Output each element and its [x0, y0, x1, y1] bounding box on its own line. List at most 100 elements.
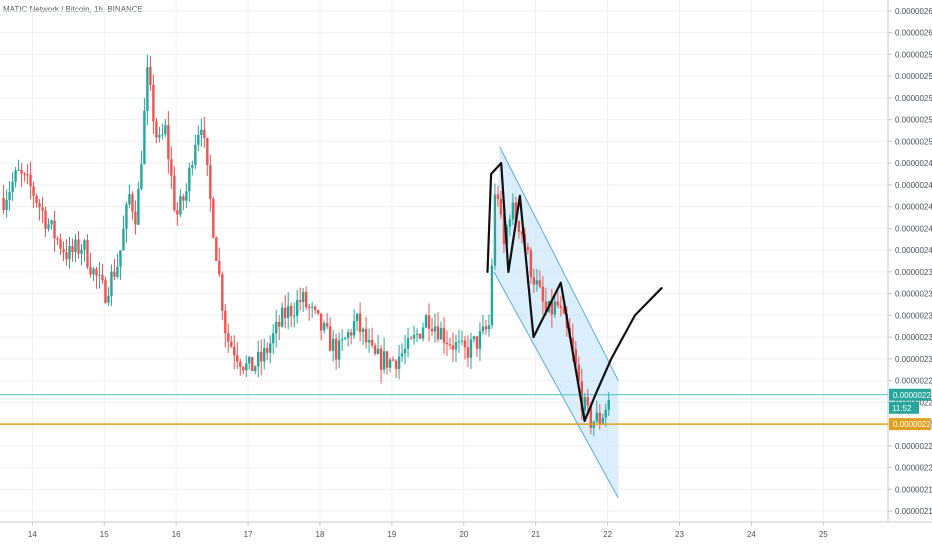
candle-body[interactable]	[421, 327, 425, 339]
candle-body[interactable]	[116, 266, 119, 277]
candle-body[interactable]	[325, 323, 329, 327]
candle-body[interactable]	[260, 351, 263, 362]
candle-body[interactable]	[203, 129, 206, 139]
candle-body[interactable]	[475, 336, 479, 349]
candle-body[interactable]	[427, 315, 431, 329]
candle-body[interactable]	[254, 366, 257, 372]
candle-body[interactable]	[26, 174, 29, 176]
candle-body[interactable]	[74, 239, 77, 253]
candle-body[interactable]	[550, 301, 554, 315]
candle-body[interactable]	[257, 351, 260, 367]
candle-body[interactable]	[373, 345, 377, 354]
candle-body[interactable]	[83, 240, 86, 250]
candle-body[interactable]	[23, 173, 26, 175]
candle-body[interactable]	[20, 169, 23, 174]
candle-body[interactable]	[382, 351, 386, 370]
candle-body[interactable]	[520, 231, 524, 235]
candle-body[interactable]	[328, 326, 332, 351]
candle-body[interactable]	[451, 345, 455, 350]
candle-body[interactable]	[248, 357, 251, 364]
candle-body[interactable]	[442, 327, 446, 343]
candle-body[interactable]	[553, 301, 557, 315]
candle-body[interactable]	[412, 334, 416, 339]
candle-body[interactable]	[104, 280, 107, 303]
candle-body[interactable]	[310, 306, 314, 308]
candle-body[interactable]	[98, 274, 101, 276]
candle-body[interactable]	[293, 315, 296, 317]
candle-body[interactable]	[490, 265, 494, 326]
candle-body[interactable]	[86, 240, 89, 267]
candle-body[interactable]	[158, 134, 161, 138]
candle-body[interactable]	[56, 238, 59, 240]
candle-body[interactable]	[80, 249, 83, 254]
candle-body[interactable]	[122, 228, 125, 251]
candle-body[interactable]	[173, 175, 176, 211]
candle-body[interactable]	[8, 192, 11, 200]
candle-body[interactable]	[340, 339, 344, 341]
candle-body[interactable]	[526, 246, 530, 251]
candle-body[interactable]	[251, 357, 254, 372]
candle-body[interactable]	[47, 224, 50, 229]
candle-body[interactable]	[119, 250, 122, 267]
candle-body[interactable]	[149, 66, 152, 85]
candle-body[interactable]	[376, 348, 380, 354]
candle-body[interactable]	[583, 397, 587, 411]
candle-body[interactable]	[191, 164, 194, 168]
candle-body[interactable]	[95, 268, 98, 276]
candle-body[interactable]	[113, 271, 116, 277]
candle-body[interactable]	[559, 305, 563, 308]
candle-body[interactable]	[101, 274, 104, 281]
candle-body[interactable]	[53, 220, 56, 239]
candle-body[interactable]	[586, 397, 590, 406]
candle-body[interactable]	[463, 340, 467, 348]
candle-body[interactable]	[379, 348, 383, 370]
candle-body[interactable]	[224, 310, 227, 334]
candle-body[interactable]	[131, 194, 134, 212]
candle-body[interactable]	[212, 198, 215, 238]
candle-body[interactable]	[301, 291, 305, 303]
candle-body[interactable]	[391, 359, 395, 361]
candle-body[interactable]	[409, 338, 413, 340]
channel-lower-line[interactable]	[493, 271, 619, 499]
candle-body[interactable]	[32, 186, 35, 196]
candle-body[interactable]	[44, 210, 47, 229]
candle-body[interactable]	[397, 356, 401, 369]
candle-body[interactable]	[445, 342, 449, 345]
candle-body[interactable]	[601, 417, 604, 424]
candle-body[interactable]	[538, 280, 542, 287]
candle-body[interactable]	[502, 214, 506, 245]
candle-body[interactable]	[454, 342, 458, 350]
candle-body[interactable]	[272, 333, 275, 344]
candle-body[interactable]	[556, 301, 560, 306]
candle-body[interactable]	[472, 336, 476, 340]
candle-body[interactable]	[304, 291, 308, 307]
candle-body[interactable]	[460, 340, 464, 342]
candle-body[interactable]	[152, 84, 155, 122]
candle-body[interactable]	[448, 344, 452, 346]
candle-body[interactable]	[424, 315, 428, 328]
candle-body[interactable]	[295, 300, 299, 316]
candle-body[interactable]	[514, 202, 518, 222]
candle-body[interactable]	[577, 364, 581, 382]
candle-body[interactable]	[185, 191, 188, 201]
candle-body[interactable]	[275, 321, 278, 334]
candle-body[interactable]	[197, 135, 200, 145]
candle-body[interactable]	[182, 196, 185, 201]
candle-body[interactable]	[364, 328, 368, 343]
candle-body[interactable]	[469, 339, 473, 358]
candle-body[interactable]	[188, 167, 191, 192]
candle-body[interactable]	[71, 245, 74, 253]
candle-body[interactable]	[146, 66, 149, 111]
candle-body[interactable]	[595, 412, 598, 422]
candle-body[interactable]	[352, 320, 356, 336]
candle-body[interactable]	[400, 353, 404, 357]
candle-body[interactable]	[541, 286, 545, 302]
candle-body[interactable]	[562, 307, 566, 314]
candle-body[interactable]	[38, 203, 41, 208]
candle-body[interactable]	[125, 204, 128, 229]
candle-body[interactable]	[137, 188, 140, 225]
candle-body[interactable]	[218, 260, 221, 275]
candle-body[interactable]	[532, 277, 536, 285]
candle-body[interactable]	[107, 296, 110, 303]
